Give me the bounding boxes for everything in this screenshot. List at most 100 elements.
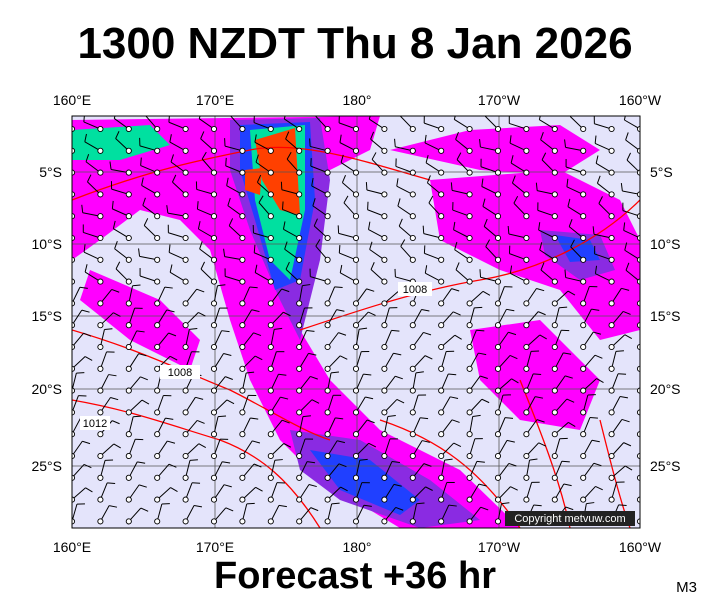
wind-station	[608, 191, 615, 198]
wind-station	[97, 387, 104, 394]
wind-station	[409, 213, 416, 220]
wind-station	[239, 452, 246, 460]
wind-barb-feather	[366, 288, 375, 292]
wind-station	[296, 234, 303, 242]
wind-station	[636, 474, 640, 481]
wind-barb-feather	[368, 311, 376, 316]
wind-barb-feather	[564, 375, 573, 379]
wind-barb-feather	[113, 312, 121, 317]
wind-station	[580, 278, 587, 285]
wind-station	[608, 125, 615, 133]
wind-barb-feather	[569, 116, 572, 117]
wind-barbs	[72, 116, 658, 525]
wind-barb-feather	[201, 151, 207, 160]
wind-station	[324, 169, 331, 176]
wind-station	[324, 256, 331, 263]
wind-barb-feather	[283, 443, 292, 448]
wind-station	[125, 474, 132, 481]
wind-station	[381, 409, 388, 416]
wind-barb-feather	[199, 241, 203, 250]
wind-station	[494, 387, 502, 394]
wind-station	[267, 322, 274, 329]
wind-station	[154, 213, 161, 220]
wind-station	[381, 452, 388, 460]
wind-station	[409, 322, 416, 329]
wind-station	[409, 409, 416, 416]
wind-barb-feather	[535, 396, 544, 399]
wind-station	[210, 191, 218, 198]
wind-barb-feather	[111, 288, 120, 293]
wind-barb-feather	[81, 309, 90, 313]
wind-station	[210, 452, 218, 460]
wind-barb-feather	[255, 154, 259, 163]
wind-barb-feather	[227, 197, 231, 206]
wind-barb-feather	[540, 262, 545, 271]
wind-barb-feather	[359, 458, 368, 461]
wind-station	[125, 300, 132, 307]
wind-barb	[72, 193, 73, 195]
wind-barb-feather	[365, 182, 368, 191]
wind-station	[608, 300, 615, 307]
wind-barb-feather	[423, 331, 432, 336]
wind-barb-feather	[453, 311, 461, 316]
wind-barb	[639, 322, 640, 326]
wind-barb-feather	[625, 262, 630, 271]
wind-station	[494, 213, 502, 220]
wind-station	[438, 387, 445, 394]
latitude-label: 20°S	[31, 381, 62, 397]
wind-barb-feather	[421, 440, 430, 443]
wind-barb-feather	[594, 265, 598, 274]
wind-barb-feather	[108, 374, 117, 377]
wind-station	[381, 474, 388, 481]
wind-station	[494, 234, 502, 242]
longitude-label: 160°E	[53, 92, 91, 108]
wind-barb	[72, 150, 73, 151]
wind-barb-feather	[143, 218, 149, 226]
wind-barb	[639, 433, 640, 435]
wind-station	[466, 125, 473, 133]
latitude-label: 25°S	[650, 458, 681, 474]
wind-barb	[72, 259, 73, 260]
wind-station	[494, 343, 502, 351]
wind-station	[608, 213, 615, 220]
wind-barb-feather	[396, 178, 399, 187]
wind-barb-feather	[168, 332, 177, 337]
wind-station	[267, 256, 274, 263]
wind-station	[210, 256, 218, 263]
wind-barb-feather	[400, 239, 406, 247]
wind-barb	[639, 367, 640, 369]
wind-station	[125, 387, 132, 394]
wind-station	[636, 213, 640, 220]
wind-barb-feather	[509, 354, 518, 360]
wind-barb	[639, 454, 640, 456]
wind-barb-feather	[166, 309, 175, 313]
wind-barb-feather	[393, 483, 402, 487]
wind-station	[494, 256, 502, 263]
wind-station	[154, 343, 161, 351]
wind-barb-feather	[453, 221, 456, 230]
wind-station	[182, 431, 189, 438]
wind-barb-feather	[330, 371, 340, 374]
wind-station	[551, 234, 558, 242]
latitude-label: 10°S	[650, 236, 681, 252]
wind-barb-feather	[196, 201, 199, 210]
wind-barb-feather	[415, 371, 424, 374]
wind-station	[97, 213, 104, 220]
wind-barb-feather	[567, 290, 576, 296]
wind-station	[97, 452, 104, 460]
wind-barb-feather	[335, 417, 344, 420]
wind-station	[97, 169, 104, 176]
latitude-label: 15°S	[650, 308, 681, 324]
wind-barb-feather	[501, 502, 510, 505]
wind-barb-feather	[567, 198, 571, 207]
wind-station	[267, 518, 274, 525]
wind-station	[210, 343, 218, 351]
wind-station	[97, 256, 104, 263]
wind-barb-feather	[453, 116, 456, 120]
wind-barb-feather	[506, 308, 515, 312]
wind-barb-feather	[278, 373, 287, 376]
wind-barb-feather	[650, 376, 658, 378]
wind-barb-feather	[480, 375, 488, 379]
wind-station	[636, 191, 640, 198]
